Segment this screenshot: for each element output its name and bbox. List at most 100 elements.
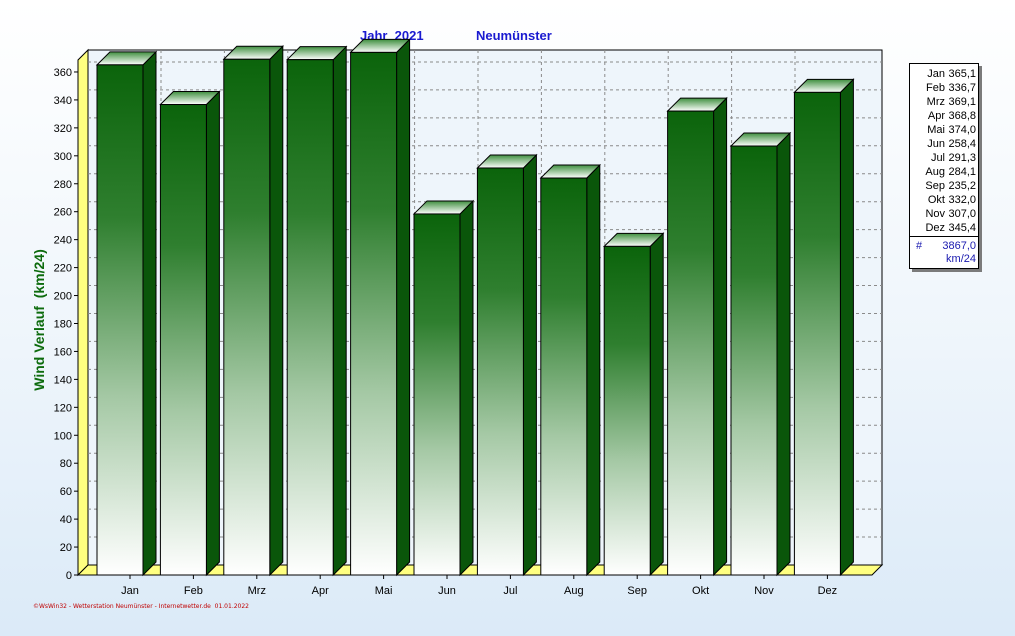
y-tick-label: 120 <box>54 402 72 414</box>
y-tick-label: 280 <box>54 179 72 191</box>
legend-month: Jan <box>927 68 945 80</box>
bar <box>793 91 841 576</box>
x-tick-label: Okt <box>692 585 709 597</box>
bar <box>603 245 651 576</box>
legend-row: Jun 258,4 <box>910 137 978 151</box>
y-tick-label: 260 <box>54 207 72 219</box>
legend-row: Mai 374,0 <box>910 123 978 137</box>
bar-side <box>649 232 664 577</box>
bar <box>667 110 715 576</box>
legend-value: 284,1 <box>948 166 976 178</box>
legend: # 3867,0 km/24 Jan 365,1 Feb 336,7 Mrz 369,1 A… <box>909 63 979 269</box>
bar <box>413 213 461 576</box>
legend-row: Jan 365,1 <box>910 67 978 81</box>
legend-row: Mrz 369,1 <box>910 95 978 109</box>
legend-value: 291,3 <box>948 152 976 164</box>
y-axis-label: Wind Verlauf (km/24) <box>31 249 47 391</box>
bar-side <box>522 153 537 577</box>
legend-total-symbol: # <box>916 240 923 252</box>
bar <box>96 64 144 576</box>
y-tick-label: 240 <box>54 235 72 247</box>
x-tick-label: Apr <box>312 585 329 597</box>
y-tick-label: 0 <box>66 570 72 582</box>
bar-side <box>332 45 347 577</box>
legend-month: Jun <box>927 138 945 150</box>
station-name: Neumünster <box>476 28 552 43</box>
x-tick-label: Jun <box>438 585 456 597</box>
y-tick-label: 360 <box>54 67 72 79</box>
y-tick-label: 300 <box>54 151 72 163</box>
x-tick-label: Sep <box>627 585 647 597</box>
legend-month: Jul <box>930 152 945 164</box>
y-tick-labels: 0 20 40 60 80 100 120 140 160 180 200 220 240 260 280 3… <box>54 67 78 582</box>
legend-row: Feb 336,7 <box>910 81 978 95</box>
y-tick-label: 160 <box>54 346 72 358</box>
legend-month: Sep <box>925 180 945 192</box>
legend-row: Okt 332,0 <box>910 193 978 207</box>
bar-side <box>713 96 728 577</box>
bar-side <box>839 78 854 577</box>
legend-month: Mai <box>927 124 945 136</box>
y-tick-label: 20 <box>60 542 72 554</box>
x-tick-label: Mai <box>375 585 393 597</box>
legend-total-value: 3867,0 <box>942 240 976 252</box>
legend-row: Apr 368,8 <box>910 109 978 123</box>
legend-row: Jul 291,3 <box>910 151 978 165</box>
bar <box>223 58 271 576</box>
x-tick-labels: Jan Feb Mrz Apr Mai Jun Jul Aug Sep Okt Nov Dez <box>121 575 837 597</box>
y-tick-label: 220 <box>54 263 72 275</box>
bar <box>286 59 334 576</box>
bars <box>95 38 855 577</box>
x-tick-label: Dez <box>818 585 838 597</box>
legend-month: Okt <box>927 194 945 206</box>
legend-month: Apr <box>927 110 945 122</box>
y-tick-label: 100 <box>54 430 72 442</box>
legend-row: Dez 345,4 <box>910 221 978 235</box>
y-tick-label: 80 <box>60 458 72 470</box>
legend-value: 336,7 <box>948 82 976 94</box>
bar <box>350 51 398 576</box>
bar-side <box>776 131 791 577</box>
legend-value: 374,0 <box>948 124 976 136</box>
legend-month: Aug <box>925 166 945 178</box>
y-tick-label: 200 <box>54 291 72 303</box>
y-tick-label: 60 <box>60 486 72 498</box>
legend-row: Nov 307,0 <box>910 207 978 221</box>
bar <box>540 177 588 576</box>
legend-value: 368,8 <box>948 110 976 122</box>
legend-month: Mrz <box>926 96 945 108</box>
bar-side <box>142 50 157 577</box>
bar <box>476 167 524 576</box>
y-tick-label: 340 <box>54 95 72 107</box>
legend-value: 345,4 <box>948 222 976 234</box>
legend-value: 369,1 <box>948 96 976 108</box>
footer-credit: ©WsWin32 - Wetterstation Neumünster - In… <box>33 603 249 610</box>
x-tick-label: Nov <box>754 585 774 597</box>
bar <box>730 145 778 576</box>
x-tick-label: Aug <box>564 585 584 597</box>
y-tick-label: 140 <box>54 374 72 386</box>
x-tick-label: Mrz <box>248 585 266 597</box>
legend-value: 307,0 <box>948 208 976 220</box>
legend-value: 235,2 <box>948 180 976 192</box>
y-tick-label: 320 <box>54 123 72 135</box>
bar-side <box>269 45 284 577</box>
left-wall <box>77 48 89 577</box>
legend-value: 258,4 <box>948 138 976 150</box>
legend-month: Dez <box>925 222 945 234</box>
x-tick-label: Jul <box>503 585 517 597</box>
bar-side <box>586 163 601 577</box>
bar <box>159 104 207 576</box>
bar-side <box>205 90 220 577</box>
legend-row: Aug 284,1 <box>910 165 978 179</box>
x-tick-label: Jan <box>121 585 139 597</box>
x-tick-label: Feb <box>184 585 203 597</box>
legend-month: Feb <box>926 82 945 94</box>
y-tick-label: 180 <box>54 318 72 330</box>
legend-row: Sep 235,2 <box>910 179 978 193</box>
bar-side <box>459 199 474 577</box>
y-tick-label: 40 <box>60 514 72 526</box>
legend-total-unit: km/24 <box>946 253 976 265</box>
